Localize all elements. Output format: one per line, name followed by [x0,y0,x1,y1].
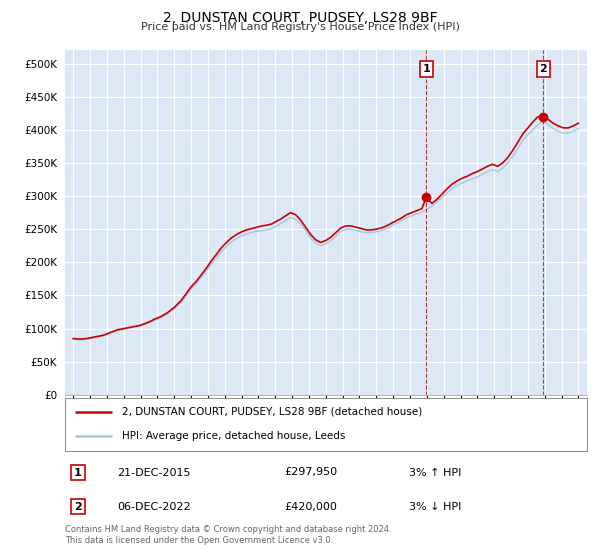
Text: 3% ↓ HPI: 3% ↓ HPI [409,502,461,512]
Text: 06-DEC-2022: 06-DEC-2022 [117,502,191,512]
Text: 1: 1 [74,468,82,478]
Text: 2: 2 [74,502,82,512]
Text: 3% ↑ HPI: 3% ↑ HPI [409,468,461,478]
Text: Price paid vs. HM Land Registry's House Price Index (HPI): Price paid vs. HM Land Registry's House … [140,22,460,32]
Text: 2, DUNSTAN COURT, PUDSEY, LS28 9BF (detached house): 2, DUNSTAN COURT, PUDSEY, LS28 9BF (deta… [122,407,422,417]
Text: £297,950: £297,950 [284,468,337,478]
Text: 1: 1 [422,64,430,74]
Text: 2, DUNSTAN COURT, PUDSEY, LS28 9BF: 2, DUNSTAN COURT, PUDSEY, LS28 9BF [163,11,437,25]
Text: £420,000: £420,000 [284,502,337,512]
Text: 21-DEC-2015: 21-DEC-2015 [117,468,191,478]
Text: HPI: Average price, detached house, Leeds: HPI: Average price, detached house, Leed… [122,431,346,441]
Text: Contains HM Land Registry data © Crown copyright and database right 2024.
This d: Contains HM Land Registry data © Crown c… [65,525,391,545]
Text: 2: 2 [539,64,547,74]
